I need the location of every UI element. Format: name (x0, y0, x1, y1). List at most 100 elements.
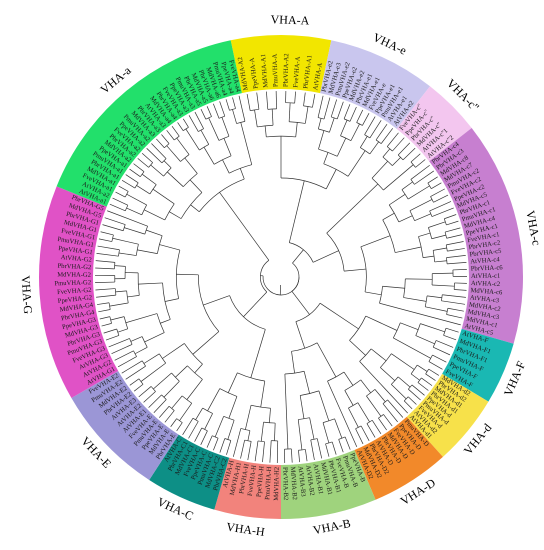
branch-segment (343, 371, 354, 386)
branch-segment (98, 238, 112, 242)
branch-arc (157, 235, 163, 254)
branch-arc (240, 428, 251, 431)
branch-segment (127, 295, 140, 298)
branch-arc (161, 158, 167, 164)
branch-segment (269, 440, 272, 463)
leaf-label: PbrVHA-c2 (468, 239, 501, 251)
branch-segment (330, 99, 338, 118)
branch-segment (115, 191, 126, 198)
branch-segment (409, 199, 433, 212)
branch-segment (95, 260, 115, 263)
branch-segment (288, 180, 305, 243)
branch-segment (318, 118, 322, 130)
branch-arc (382, 219, 396, 253)
branch-segment (121, 179, 136, 189)
branch-arc (428, 227, 433, 239)
branch-segment (325, 169, 337, 190)
branch-segment (336, 101, 344, 120)
branch-arc (116, 328, 120, 336)
branch-segment (364, 116, 376, 135)
branch-segment (214, 416, 224, 438)
branch-segment (386, 132, 399, 147)
branch-arc (257, 440, 265, 443)
branch-segment (391, 384, 407, 400)
branch-segment (447, 248, 465, 252)
branch-segment (222, 159, 230, 174)
branch-segment (144, 332, 165, 343)
branch-arc (291, 262, 300, 292)
branch-segment (410, 164, 430, 180)
branch-segment (408, 388, 421, 401)
group-label-e: VHA-e (371, 30, 409, 58)
branch-arc (401, 189, 409, 200)
leaf-label: AtVHA-G2 (60, 254, 92, 264)
group-band-B (281, 450, 376, 519)
leaf-label: AtVHA-c2 (471, 280, 501, 288)
branch-segment (325, 443, 330, 457)
branch-segment (395, 246, 422, 253)
branch-segment (117, 356, 137, 368)
branch-arc (108, 302, 111, 310)
branch-segment (446, 314, 463, 319)
branch-segment (164, 298, 179, 302)
branch-segment (312, 250, 339, 263)
leaf-label: FveVHA-A (292, 56, 301, 88)
branch-segment (153, 399, 167, 413)
branch-arc (410, 179, 415, 185)
branch-segment (207, 388, 221, 412)
branch-segment (415, 335, 435, 345)
branch-segment (101, 323, 112, 327)
branch-segment (227, 420, 235, 440)
branch-segment (421, 377, 433, 386)
branch-segment (169, 211, 182, 219)
branch-segment (393, 337, 431, 359)
branch-segment (338, 439, 344, 453)
branch-segment (318, 130, 325, 150)
branch-segment (203, 295, 230, 306)
branch-segment (379, 302, 461, 326)
leaf-label: MdVHA-c6 (470, 287, 503, 296)
group-band-d (406, 373, 489, 457)
branch-arc (266, 135, 296, 138)
branch-segment (109, 203, 126, 212)
group-label-A: VHA-A (270, 12, 309, 27)
branch-segment (356, 109, 364, 123)
branch-segment (124, 227, 145, 235)
branch-segment (97, 302, 110, 305)
branch-segment (206, 106, 212, 117)
branch-segment (340, 119, 348, 136)
branch-segment (118, 185, 129, 192)
group-band-e (320, 40, 430, 129)
leaf-label: FveVHA-H (247, 464, 258, 496)
branch-arc (124, 191, 129, 198)
leaf-label: PbrVHA-B2 (281, 467, 289, 500)
branch-segment (427, 176, 438, 184)
branch-segment (176, 137, 190, 155)
branch-segment (232, 97, 236, 109)
branch-segment (295, 122, 298, 137)
branch-segment (189, 179, 203, 193)
branch-segment (182, 418, 194, 436)
branch-segment (179, 403, 193, 421)
leaf-label: PpeVHA-G1 (58, 245, 93, 256)
branch-segment (247, 441, 252, 461)
branch-segment (95, 281, 115, 283)
branch-segment (262, 441, 265, 463)
branch-segment (176, 422, 183, 432)
branch-segment (159, 244, 180, 251)
branch-segment (428, 361, 443, 370)
branch-segment (391, 353, 415, 370)
branch-segment (274, 423, 276, 441)
branch-segment (96, 294, 116, 298)
leaf-label: AtVHA-c4 (470, 256, 500, 265)
branch-arc (318, 148, 338, 157)
branch-segment (151, 143, 167, 159)
branch-segment (129, 168, 141, 177)
branch-segment (407, 185, 430, 200)
branch-segment (99, 316, 110, 320)
branch-segment (171, 126, 180, 137)
branch-segment (420, 323, 445, 333)
branch-segment (225, 99, 230, 111)
